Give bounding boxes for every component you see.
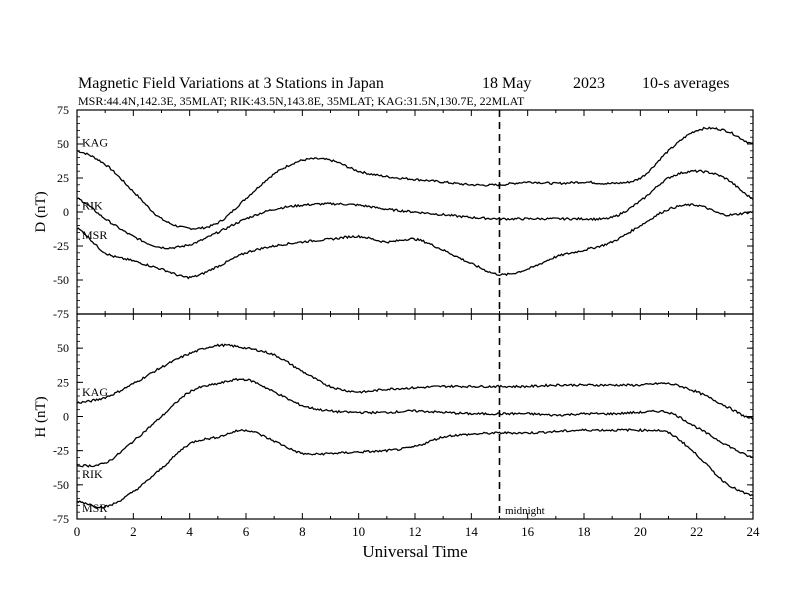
series-label-rik: RIK — [82, 467, 103, 481]
y-tick-label: 25 — [57, 375, 69, 389]
series-label-kag: KAG — [82, 385, 108, 399]
series-label-rik: RIK — [82, 198, 103, 212]
y-tick-label: -25 — [53, 239, 69, 253]
y-tick-label: -75 — [53, 512, 69, 526]
y-tick-label: 50 — [57, 137, 69, 151]
x-tick-label: 20 — [634, 524, 647, 539]
x-tick-label: 22 — [690, 524, 703, 539]
series-line-rik-d — [76, 169, 754, 250]
series-line-msr-d — [76, 203, 754, 280]
h-panel-frame — [76, 313, 754, 520]
series-line-msr-h — [76, 427, 754, 509]
y-tick-label: -75 — [53, 307, 69, 321]
x-tick-label: 14 — [465, 524, 479, 539]
x-tick-label: 0 — [74, 524, 81, 539]
d-panel-ylabel: D (nT) — [33, 191, 49, 232]
x-tick-label: 24 — [747, 524, 761, 539]
series-label-msr: MSR — [82, 501, 107, 515]
x-tick-label: 16 — [521, 524, 535, 539]
series-label-kag: KAG — [82, 136, 108, 150]
y-tick-label: 0 — [63, 205, 69, 219]
midnight-label: midnight — [505, 505, 545, 517]
chart-averaging: 10-s averages — [642, 75, 730, 92]
series-line-rik-h — [76, 377, 754, 468]
x-tick-label: 6 — [243, 524, 250, 539]
y-tick-label: -50 — [53, 273, 69, 287]
x-tick-label: 18 — [578, 524, 591, 539]
chart-year: 2023 — [573, 75, 605, 92]
y-tick-label: -25 — [53, 444, 69, 458]
y-tick-label: 25 — [57, 171, 69, 185]
x-tick-label: 12 — [409, 524, 422, 539]
series-label-msr: MSR — [82, 228, 107, 242]
chart-date: 18 May — [482, 75, 531, 92]
chart-title: Magnetic Field Variations at 3 Stations … — [78, 75, 384, 92]
y-tick-label: 75 — [57, 103, 69, 117]
x-tick-label: 10 — [352, 524, 365, 539]
stations-info: MSR:44.4N,142.3E, 35MLAT; RIK:43.5N,143.… — [78, 94, 525, 108]
series-line-kag-h — [76, 343, 754, 421]
x-tick-label: 8 — [299, 524, 306, 539]
x-axis-label: Universal Time — [362, 542, 467, 561]
y-tick-label: 0 — [63, 410, 69, 424]
y-tick-label: -50 — [53, 478, 69, 492]
y-tick-label: 50 — [57, 341, 69, 355]
x-tick-label: 2 — [130, 524, 137, 539]
h-panel-ylabel: H (nT) — [33, 396, 49, 437]
series-line-kag-d — [76, 126, 754, 231]
x-tick-label: 4 — [186, 524, 193, 539]
